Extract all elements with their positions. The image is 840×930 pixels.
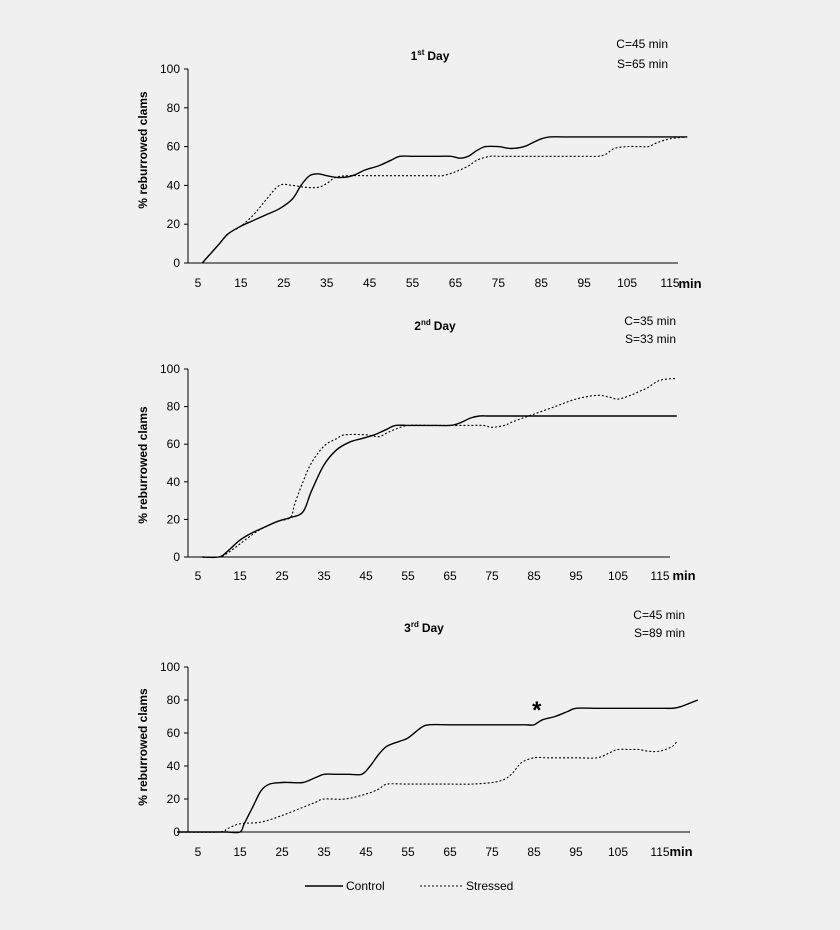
x-tick-label: 35 xyxy=(317,845,331,859)
significance-star: * xyxy=(532,697,542,724)
x-tick-label: 95 xyxy=(578,276,592,290)
x-tick-label: 85 xyxy=(535,276,549,290)
x-tick-label: 45 xyxy=(359,569,373,583)
x-axis-label: min xyxy=(678,276,701,291)
y-tick-label: 40 xyxy=(167,475,181,489)
x-tick-label: 55 xyxy=(406,276,420,290)
series-line-control xyxy=(201,136,688,264)
annotation-label: C=45 min xyxy=(616,37,668,51)
x-tick-label: 85 xyxy=(527,845,541,859)
x-tick-label: 25 xyxy=(275,569,289,583)
x-tick-label: 85 xyxy=(527,569,541,583)
x-tick-label: 55 xyxy=(401,845,415,859)
y-tick-label: 100 xyxy=(160,660,180,674)
title-superscript: nd xyxy=(421,318,431,327)
x-axis-label: min xyxy=(672,568,695,583)
y-tick-label: 40 xyxy=(167,759,181,773)
x-tick-label: 5 xyxy=(195,569,202,583)
series-line-control xyxy=(176,699,699,834)
x-tick-label: 15 xyxy=(233,845,247,859)
title-word: Day xyxy=(434,319,456,333)
x-tick-label: 105 xyxy=(608,569,628,583)
x-tick-label: 5 xyxy=(195,845,202,859)
x-axis-label: min xyxy=(669,844,692,859)
legend-label-stressed: Stressed xyxy=(466,879,513,893)
x-tick-label: 45 xyxy=(363,276,377,290)
x-tick-label: 105 xyxy=(617,276,637,290)
title-number: 1 xyxy=(411,49,418,63)
chart-title: 3rd Day xyxy=(404,620,444,635)
x-tick-label: 75 xyxy=(485,845,499,859)
y-tick-label: 60 xyxy=(167,726,181,740)
x-tick-label: 25 xyxy=(275,845,289,859)
x-tick-label: 115 xyxy=(650,569,669,583)
y-tick-label: 0 xyxy=(173,550,180,564)
x-tick-label: 35 xyxy=(317,569,331,583)
legend: Control Stressed xyxy=(305,879,513,893)
y-tick-label: 80 xyxy=(167,400,181,414)
y-tick-label: 0 xyxy=(173,825,180,839)
title-number: 2 xyxy=(414,319,421,333)
chart-panel-3: 3rd Day C=45 min S=89 min 0 20 40 60 80 100 5 15 25 3… xyxy=(136,608,699,859)
x-tick-label: 15 xyxy=(234,276,248,290)
x-tick-label: 65 xyxy=(449,276,463,290)
y-tick-label: 60 xyxy=(167,437,181,451)
x-tick-label: 95 xyxy=(569,569,583,583)
x-tick-label: 105 xyxy=(608,845,628,859)
chart-title: 1st Day xyxy=(411,48,450,63)
y-axis-label: % reburrowed clams xyxy=(136,406,150,524)
x-tick-label: 65 xyxy=(443,845,457,859)
x-tick-label: 55 xyxy=(401,569,415,583)
x-tick-label: 75 xyxy=(492,276,506,290)
annotation-label: S=65 min xyxy=(617,57,668,71)
title-word: Day xyxy=(422,621,444,635)
x-tick-label: 95 xyxy=(569,845,583,859)
chart-panel-2: 2nd Day C=35 min S=33 min 0 20 40 60 80 100 5 15 25 3… xyxy=(136,314,696,583)
y-tick-label: 60 xyxy=(167,140,181,154)
title-superscript: st xyxy=(417,48,424,57)
y-axis-label: % reburrowed clams xyxy=(136,91,150,209)
x-tick-label: 75 xyxy=(485,569,499,583)
x-tick-label: 65 xyxy=(443,569,457,583)
x-tick-label: 115 xyxy=(650,845,669,859)
annotation-label: C=45 min xyxy=(633,608,685,622)
y-tick-label: 20 xyxy=(167,217,181,231)
y-tick-label: 40 xyxy=(167,178,181,192)
x-tick-label: 35 xyxy=(320,276,334,290)
series-line-stressed xyxy=(176,740,678,833)
x-tick-label: 25 xyxy=(277,276,291,290)
title-superscript: rd xyxy=(411,620,419,629)
y-tick-label: 100 xyxy=(160,362,180,376)
x-tick-label: 15 xyxy=(233,569,247,583)
annotation-label: C=35 min xyxy=(624,314,676,328)
x-tick-label: 5 xyxy=(195,276,202,290)
legend-label-control: Control xyxy=(346,879,385,893)
y-axis-label: % reburrowed clams xyxy=(136,688,150,806)
series-line-stressed xyxy=(201,136,688,264)
y-tick-label: 100 xyxy=(160,62,180,76)
title-word: Day xyxy=(427,49,449,63)
chart-panel-1: 1st Day C=45 min S=65 min 0 20 40 60 80 100 5 15 25 3… xyxy=(136,37,702,291)
annotation-label: S=33 min xyxy=(625,332,676,346)
x-tick-label: 115 xyxy=(660,276,679,290)
annotation-label: S=89 min xyxy=(634,626,685,640)
y-tick-label: 0 xyxy=(173,256,180,270)
y-tick-label: 20 xyxy=(167,512,181,526)
chart-title: 2nd Day xyxy=(414,318,456,333)
title-number: 3 xyxy=(404,621,411,635)
series-line-control xyxy=(202,415,677,559)
y-tick-label: 80 xyxy=(167,693,181,707)
y-tick-label: 80 xyxy=(167,101,181,115)
y-tick-label: 20 xyxy=(167,792,181,806)
x-tick-label: 45 xyxy=(359,845,373,859)
series-line-stressed xyxy=(202,377,677,558)
